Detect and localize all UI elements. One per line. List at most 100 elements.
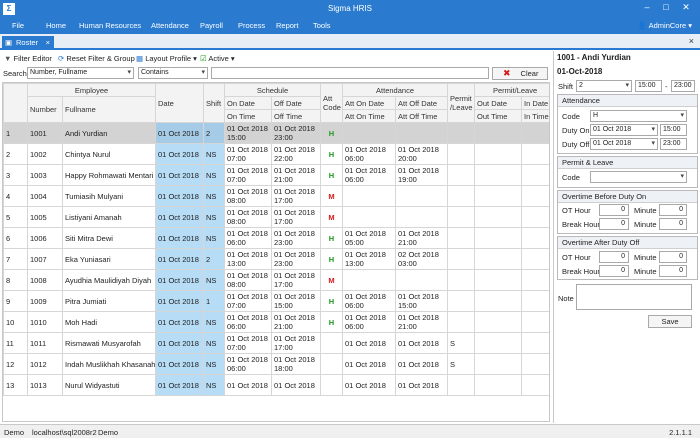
table-row[interactable]: 9 1009 Pitra Jumiati 01 Oct 2018 1 01 Oct 201…: [3, 290, 549, 312]
shift-to-field[interactable]: 23:00: [671, 80, 695, 92]
close-icon[interactable]: ✕: [682, 2, 690, 12]
permit-code-select[interactable]: [590, 171, 687, 183]
col-on-date[interactable]: On Date: [224, 96, 273, 110]
row-indicator-header: [3, 83, 28, 123]
tab-roster-label: Roster: [16, 38, 39, 47]
search-operator-select[interactable]: Contains: [138, 67, 208, 79]
user-menu[interactable]: 👤 AdminCore ▾: [637, 21, 692, 30]
schedule-off-cell-time: 17:00: [274, 280, 293, 289]
ot-after-break-minute-field[interactable]: 0: [659, 265, 687, 277]
minimize-icon[interactable]: –: [644, 2, 650, 12]
att-on-cell-time: 06:00: [345, 301, 364, 310]
save-button[interactable]: Save: [648, 315, 692, 328]
row-index-cell: 4: [3, 185, 28, 207]
search-field-select[interactable]: Number, Fullname: [27, 67, 134, 79]
filter-editor-button[interactable]: ▼ Filter Editor: [4, 54, 52, 63]
table-row[interactable]: 3 1003 Happy Rohmawati Mentari 01 Oct 2018 N…: [3, 164, 549, 186]
table-row[interactable]: 7 1007 Eka Yuniasari 01 Oct 2018 2 01 Oct 201…: [3, 248, 549, 270]
maximize-icon[interactable]: □: [663, 2, 669, 12]
table-row[interactable]: 1 1001 Andi Yurdian 01 Oct 2018 2 01 Oct 2018…: [3, 122, 549, 144]
col-date[interactable]: Date: [155, 83, 205, 123]
menu-home[interactable]: Home: [46, 21, 67, 30]
col-att-off-date[interactable]: Att Off Date: [395, 96, 449, 110]
col-off-time[interactable]: Off Time: [271, 109, 322, 123]
att-code-select[interactable]: H: [590, 110, 687, 122]
note-textarea[interactable]: [576, 284, 692, 310]
att-code-cell: H: [320, 248, 344, 270]
col-number[interactable]: Number: [27, 96, 63, 123]
table-row[interactable]: 13 1013 Nurul Widyastuti 01 Oct 2018 NS 01 Oc…: [3, 374, 549, 396]
ot-before-break-minute-field[interactable]: 0: [659, 218, 687, 230]
menu-report[interactable]: Report: [276, 21, 299, 30]
col-in-time[interactable]: In Time: [521, 109, 549, 123]
table-row[interactable]: 12 1012 Indah Muslikhah Khasanah 01 Oct 201…: [3, 353, 549, 375]
ot-before-hour-field[interactable]: 0: [599, 204, 629, 216]
schedule-on-cell: 01 Oct 2018 08:00: [224, 269, 273, 291]
shift-from-field[interactable]: 15:00: [635, 80, 662, 92]
schedule-off-cell-date: 01 Oct 2018: [274, 187, 315, 196]
shift-cell: NS: [203, 311, 226, 333]
ot-after-break-field[interactable]: 0: [599, 265, 629, 277]
date-cell: 01 Oct 2018: [155, 248, 205, 270]
att-off-cell-date: 01 Oct 2018: [398, 359, 439, 369]
ot-after-hour-field[interactable]: 0: [599, 251, 629, 263]
duty-on-time-field[interactable]: 15:00: [660, 124, 687, 136]
ot-before-minute-field[interactable]: 0: [659, 204, 687, 216]
table-row[interactable]: 11 1011 Rismawati Musyarofah 01 Oct 2018 NS 0…: [3, 332, 549, 354]
duty-off-time-field[interactable]: 23:00: [660, 138, 687, 150]
col-shift[interactable]: Shift: [203, 83, 226, 123]
col-att-code[interactable]: Att Code: [320, 83, 344, 123]
col-out-date[interactable]: Out Date: [474, 96, 523, 110]
table-row[interactable]: 8 1008 Ayudhia Maulidiyah Diyah 01 Oct 2018…: [3, 269, 549, 291]
ot-after-minute-label: Minute: [634, 253, 657, 262]
schedule-off-cell-time: 21:00: [274, 322, 293, 331]
table-row[interactable]: 2 1002 Chintya Nurul 01 Oct 2018 NS 01 Oct 20…: [3, 143, 549, 165]
row-index-cell: 9: [3, 290, 28, 312]
reset-filter-button[interactable]: ⟳ Reset Filter & Group: [58, 54, 135, 63]
col-off-date[interactable]: Off Date: [271, 96, 322, 110]
col-out-time[interactable]: Out Time: [474, 109, 523, 123]
schedule-on-cell-time: 06:00: [227, 364, 246, 373]
schedule-on-cell-date: 01 Oct 2018: [227, 124, 268, 133]
duty-off-date-field[interactable]: 01 Oct 2018: [590, 138, 658, 150]
menu-payroll[interactable]: Payroll: [200, 21, 223, 30]
layout-profile-button[interactable]: ▦ Layout Profile ▾: [136, 54, 197, 63]
att-off-cell: [395, 185, 449, 207]
ot-after-break-minute-label: Minute: [634, 267, 657, 276]
col-on-time[interactable]: On Time: [224, 109, 273, 123]
tab-roster[interactable]: ▣ Roster ×: [2, 36, 54, 50]
shift-select[interactable]: 2: [576, 80, 632, 92]
permit-leave-cell: [447, 311, 476, 333]
menu-tools[interactable]: Tools: [313, 21, 331, 30]
tab-close-icon[interactable]: ×: [45, 38, 50, 47]
ot-before-break-field[interactable]: 0: [599, 218, 629, 230]
menu-attendance[interactable]: Attendance: [151, 21, 189, 30]
shift-cell: NS: [203, 374, 226, 396]
table-row[interactable]: 5 1005 Listiyani Amanah 01 Oct 2018 NS 01 Oct…: [3, 206, 549, 228]
schedule-off-cell: 01 Oct 2018 17:00: [271, 332, 322, 354]
table-row[interactable]: 4 1004 Tumiasih Mulyani 01 Oct 2018 NS 01 Oct…: [3, 185, 549, 207]
roster-grid[interactable]: Employee Date Shift Schedule Att Code At…: [2, 82, 550, 422]
schedule-off-cell: 01 Oct 2018 17:00: [271, 269, 322, 291]
col-att-on-date[interactable]: Att On Date: [342, 96, 397, 110]
table-row[interactable]: 6 1006 Siti Mitra Dewi 01 Oct 2018 NS 01 Oct …: [3, 227, 549, 249]
shift-cell: NS: [203, 143, 226, 165]
col-att-on-time[interactable]: Att On Time: [342, 109, 397, 123]
menu-human-resources[interactable]: Human Resources: [79, 21, 142, 30]
col-att-off-time[interactable]: Att Off Time: [395, 109, 449, 123]
search-input[interactable]: [211, 67, 489, 79]
duty-on-date-field[interactable]: 01 Oct 2018: [590, 124, 658, 136]
col-permit-leave[interactable]: Permit /Leave: [447, 83, 476, 123]
table-row[interactable]: 10 1010 Moh Hadi 01 Oct 2018 NS 01 Oct 2018 06…: [3, 311, 549, 333]
close-document-icon[interactable]: ×: [688, 36, 694, 46]
clear-button[interactable]: ✖ Clear: [492, 67, 548, 80]
menu-file[interactable]: File: [12, 21, 25, 30]
menu-process[interactable]: Process: [238, 21, 266, 30]
permit-leave-title: Permit & Leave: [558, 157, 697, 169]
col-fullname[interactable]: Fullname: [61, 96, 157, 123]
ot-after-minute-value: 0: [679, 253, 683, 260]
ot-after-minute-field[interactable]: 0: [659, 251, 687, 263]
att-on-cell-time: 06:00: [345, 175, 364, 184]
active-filter-button[interactable]: ☑ Active ▾: [200, 54, 235, 63]
col-in-date[interactable]: In Date: [521, 96, 549, 110]
